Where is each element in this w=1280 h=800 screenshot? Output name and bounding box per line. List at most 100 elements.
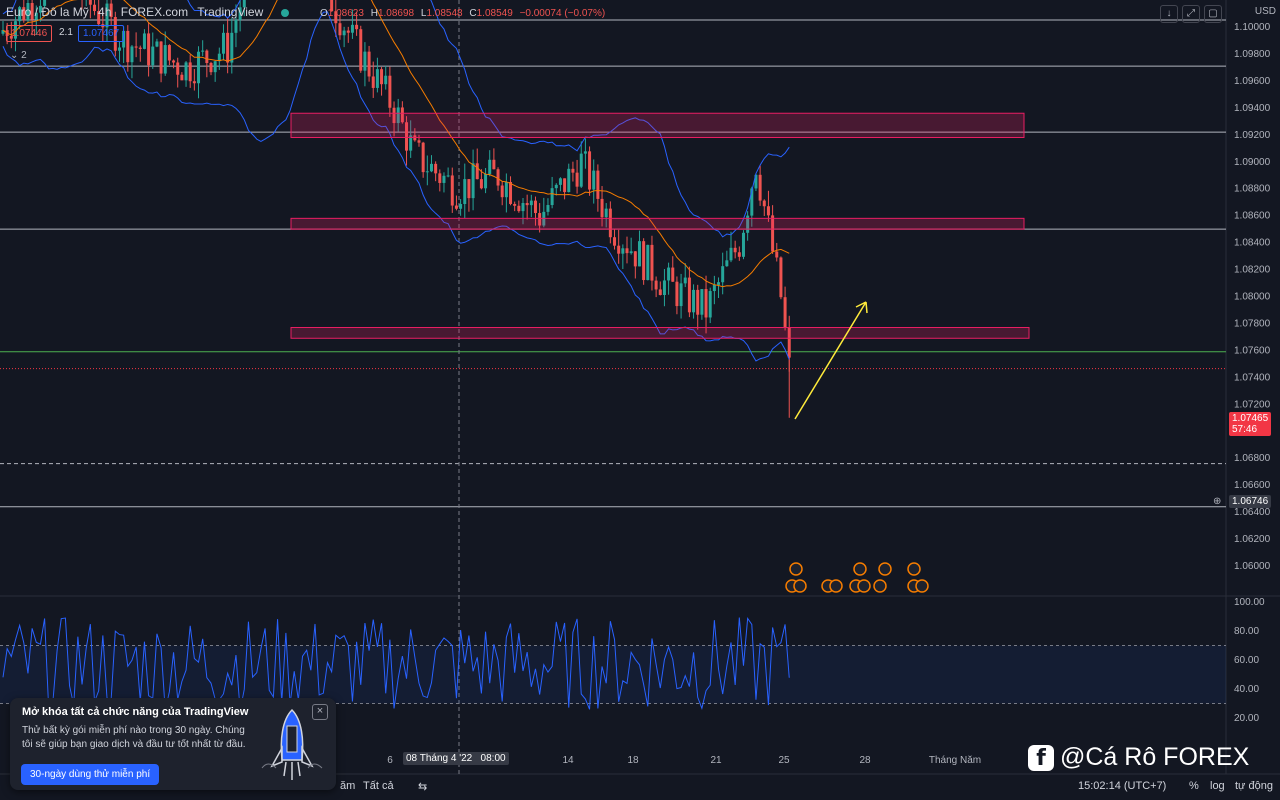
open-value: 1.08623 <box>327 8 364 19</box>
trend-arrow[interactable] <box>794 301 867 420</box>
price-tick-label: 1.07600 <box>1234 345 1271 356</box>
candle-body <box>758 174 762 201</box>
candle-body <box>421 142 425 173</box>
time-tick-label: Tháng Năm <box>929 755 981 766</box>
candle-body <box>459 203 463 209</box>
candle-body <box>766 206 770 216</box>
percent-toggle[interactable]: % <box>1189 780 1199 792</box>
candle-body <box>675 281 679 307</box>
candle-body <box>371 76 375 88</box>
candle-body <box>717 282 721 285</box>
symbol-name[interactable]: Euro / Đô la Mỹ <box>6 5 89 19</box>
candle-body <box>334 11 338 24</box>
close-icon[interactable]: × <box>312 704 328 720</box>
range-all-button[interactable]: Tất cả <box>363 780 394 792</box>
indicators-toggle[interactable]: ⌄ 2 <box>6 48 31 63</box>
source-label: TradingView <box>197 5 264 19</box>
time-tick-label: 18 <box>627 755 639 766</box>
candle-body <box>521 203 525 212</box>
osc-tick-label: 80.00 <box>1234 626 1259 637</box>
candle-body <box>625 248 629 254</box>
time-tick-label: 14 <box>562 755 574 766</box>
economic-event-icon[interactable] <box>907 562 921 576</box>
candle-body <box>392 107 396 124</box>
candle-body <box>475 163 479 180</box>
symbol-header[interactable]: Euro / Đô la Mỹ 4h FOREX.com TradingView <box>6 5 295 19</box>
economic-event-icon[interactable] <box>829 579 843 593</box>
high-label: H <box>370 8 378 19</box>
candle-body <box>429 163 433 172</box>
candle-body <box>217 53 221 62</box>
economic-event-icon[interactable] <box>857 579 871 593</box>
candle-body <box>230 32 234 63</box>
supply-demand-zone[interactable] <box>290 217 1025 230</box>
supply-demand-zone[interactable] <box>290 112 1025 138</box>
arrow-down-icon[interactable]: ↓ <box>1160 5 1178 23</box>
buy-button[interactable]: 1.07467 <box>78 25 125 42</box>
candle-body <box>142 33 146 49</box>
currency-label[interactable]: USD <box>1254 6 1276 17</box>
fullscreen-icon[interactable]: ▢ <box>1204 5 1222 23</box>
close-label: C <box>469 8 477 19</box>
osc-tick-label: 20.00 <box>1234 713 1259 724</box>
watermark: f @Cá Rô FOREX <box>1028 743 1249 772</box>
candle-body <box>504 181 508 198</box>
expand-icon[interactable]: ⤢ <box>1182 5 1200 23</box>
economic-event-icon[interactable] <box>915 579 929 593</box>
promo-title: Mở khóa tất cả chức năng của TradingView <box>22 706 249 718</box>
candle-body <box>409 135 413 151</box>
candle-body <box>188 62 192 82</box>
economic-event-icon[interactable] <box>793 579 807 593</box>
candle-body <box>762 200 766 207</box>
price-tick-label: 1.07800 <box>1234 318 1271 329</box>
candle-body <box>138 47 142 49</box>
candle-body <box>604 208 608 218</box>
add-alert-icon[interactable]: ⊕ <box>1213 496 1222 507</box>
candle-body <box>130 46 134 63</box>
supply-demand-zone[interactable] <box>290 326 1030 339</box>
candle-body <box>93 4 97 12</box>
candle-body <box>500 185 504 198</box>
candle-body <box>733 247 737 253</box>
candle-body <box>571 168 575 173</box>
date-range-icon[interactable]: ⇆ <box>418 781 428 793</box>
candle-body <box>355 24 359 30</box>
log-toggle[interactable]: log <box>1210 780 1225 792</box>
price-tick-label: 1.06000 <box>1234 561 1271 572</box>
clock-time[interactable]: 15:02:14 (UTC+7) <box>1078 780 1167 792</box>
osc-band <box>0 645 1226 704</box>
candle-body <box>746 215 750 233</box>
price-tick-label: 1.09200 <box>1234 130 1271 141</box>
candle-body <box>671 267 675 282</box>
price-tick-label: 1.08400 <box>1234 238 1271 249</box>
price-tick-label: 1.08600 <box>1234 211 1271 222</box>
price-tick-label: 1.06600 <box>1234 480 1271 491</box>
candle-body <box>346 30 350 33</box>
candle-body <box>359 29 363 71</box>
economic-event-icon[interactable] <box>873 579 887 593</box>
economic-event-icon[interactable] <box>853 562 867 576</box>
auto-scale-toggle[interactable]: tự động <box>1235 780 1273 792</box>
candle-body <box>438 173 442 183</box>
price-tick-label: 1.07400 <box>1234 372 1271 383</box>
economic-event-icon[interactable] <box>878 562 892 576</box>
candle-body <box>113 16 117 51</box>
candle-body <box>563 178 567 193</box>
interval-label[interactable]: 4h <box>98 5 112 19</box>
crosshair-time-label: 08 Tháng 4 '22 08:00 <box>403 752 509 765</box>
candle-body <box>613 237 617 246</box>
candle-body <box>417 140 421 143</box>
range-5y-button[interactable]: ăm <box>340 780 356 792</box>
free-trial-button[interactable]: 30-ngày dùng thử miễn phí <box>21 764 160 785</box>
price-tick-label: 1.10000 <box>1234 22 1271 33</box>
chart-top-buttons: ↓ ⤢ ▢ <box>1160 5 1222 23</box>
candle-body <box>579 153 583 187</box>
candle-body <box>363 51 367 71</box>
candle-body <box>97 11 101 25</box>
candle-body <box>396 107 400 124</box>
candle-body <box>26 2 30 21</box>
candle-body <box>151 46 155 66</box>
economic-event-icon[interactable] <box>789 562 803 576</box>
sell-button[interactable]: 1.07446 <box>6 25 53 42</box>
